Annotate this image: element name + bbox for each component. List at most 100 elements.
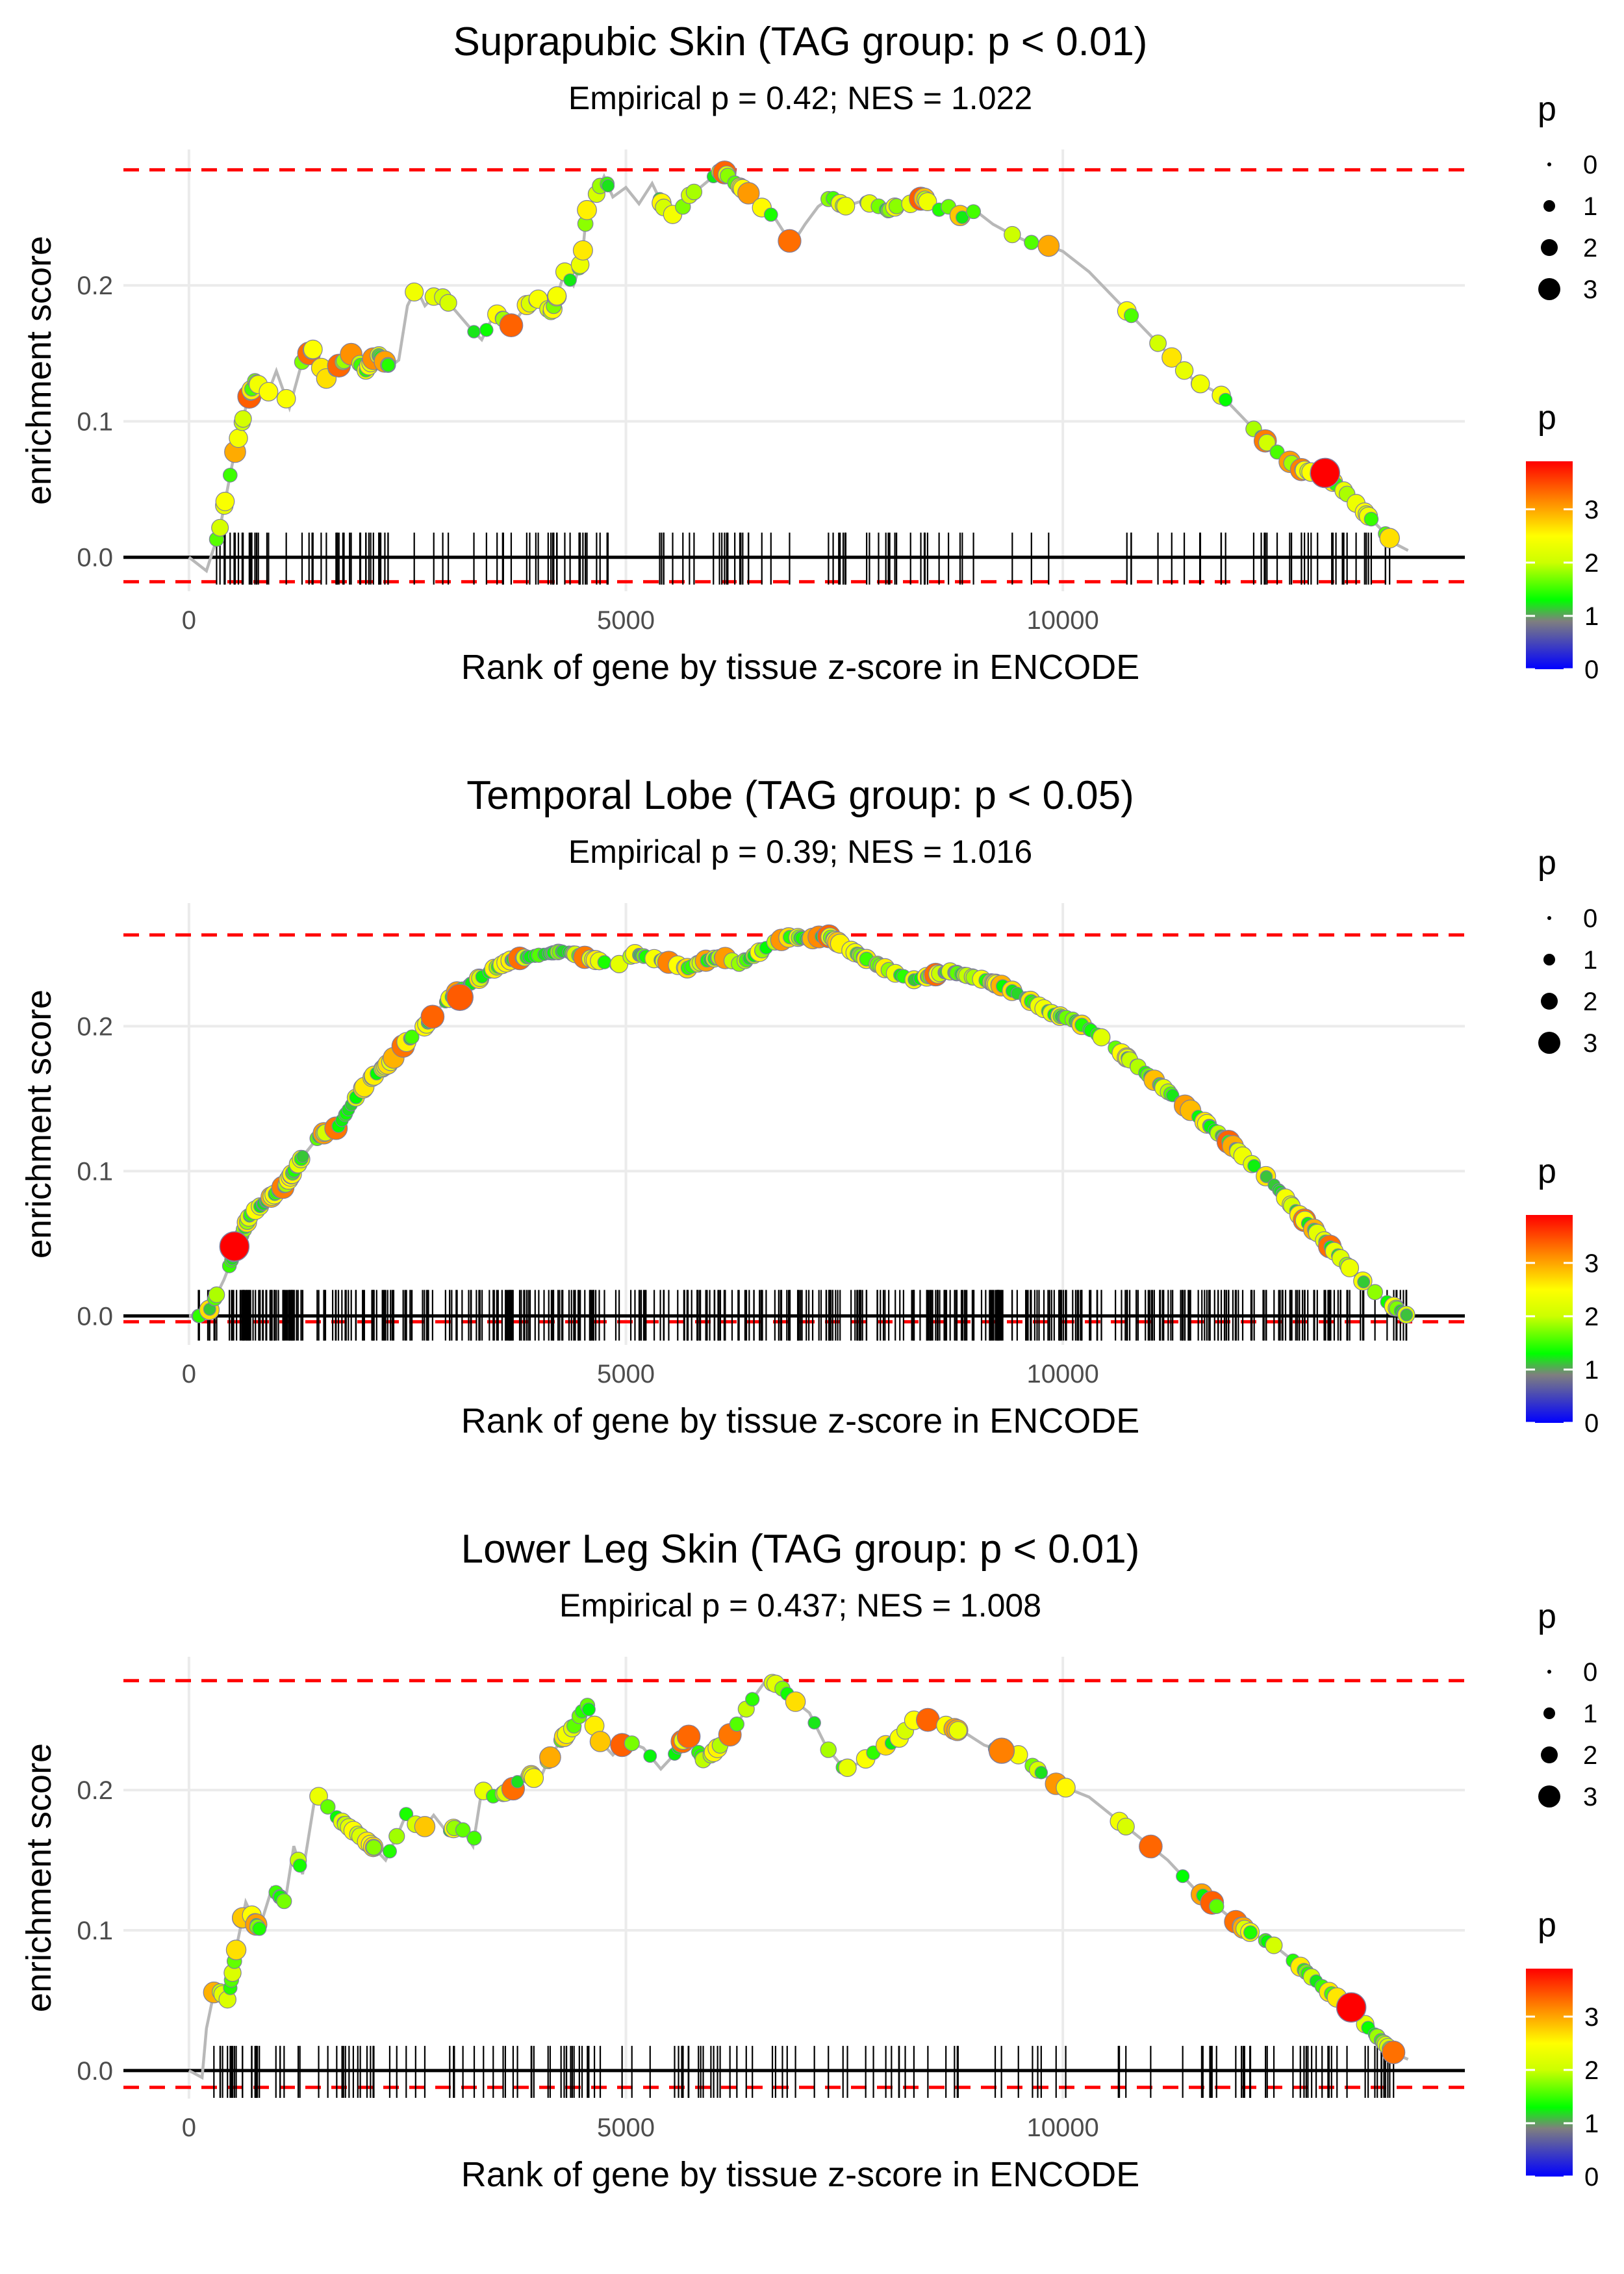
es-point [292,1858,307,1873]
es-point [676,1724,701,1748]
es-point [388,1828,405,1845]
es-point [948,1721,968,1740]
x-axis-title: Rank of gene by tissue z-score in ENCODE [461,648,1139,687]
size-legend-label: 1 [1583,192,1597,221]
color-legend-title: p [1538,399,1556,437]
size-legend-label: 3 [1583,275,1597,304]
x-tick-label: 0 [182,2114,196,2142]
es-point [547,286,567,306]
es-point [524,1768,544,1788]
es-point [763,207,778,222]
es-point [1379,528,1400,549]
y-axis-title: enrichment score [19,990,58,1258]
es-point-highlight [219,1231,250,1262]
es-point [597,955,612,969]
chart-title: Lower Leg Skin (TAG group: p < 0.01) [461,1527,1140,1572]
es-point [439,294,457,312]
size-legend-label: 2 [1583,234,1597,262]
es-point [1367,1284,1384,1301]
es-point [1037,235,1060,257]
es-point [729,1717,744,1732]
es-point [1139,1834,1163,1859]
chart-subtitle: Empirical p = 0.42; NES = 1.022 [568,80,1032,116]
es-point [1219,392,1233,407]
size-legend-title: p [1538,1598,1556,1635]
es-point [381,357,396,372]
size-legend: p0 1 2 3 [1538,90,1597,304]
x-tick-label: 10000 [1027,1360,1099,1388]
es-point [466,1830,482,1846]
es-point [303,339,323,359]
es-point [252,1921,267,1936]
size-legend-dot [1547,1670,1551,1674]
y-tick-label: 0.0 [77,544,113,572]
color-scale-label: 0 [1584,656,1599,684]
es-point [966,204,982,220]
es-point [222,467,238,483]
size-legend-label: 0 [1583,904,1597,933]
es-point [1265,1936,1283,1954]
es-point [296,1150,309,1163]
es-curve [188,1679,1409,2080]
es-point [745,1692,760,1707]
es-point [807,1716,821,1730]
color-scale-label: 2 [1584,2056,1599,2085]
size-legend: p0 1 2 3 [1538,844,1597,1058]
grid [123,1657,1465,2099]
color-legend: p 0 1 2 3 [1526,399,1599,684]
es-point [1092,1028,1111,1047]
chart-title: Temporal Lobe (TAG group: p < 0.05) [466,773,1134,818]
color-scale-label: 0 [1584,1409,1599,1438]
es-point [1260,1170,1273,1183]
size-legend-label: 1 [1583,1700,1597,1728]
es-points [191,924,1415,1324]
size-legend-dot [1541,993,1558,1010]
es-point [225,1939,247,1960]
x-tick-label: 10000 [1027,2114,1099,2142]
es-point [836,196,856,216]
size-legend-label: 1 [1583,946,1597,975]
color-scale-label: 1 [1584,602,1599,631]
y-tick-label: 0.1 [77,407,113,436]
es-point [1149,334,1167,352]
es-point [259,381,279,402]
x-tick-label: 5000 [597,2114,655,2142]
size-legend-dot [1547,162,1551,166]
size-legend-title: p [1538,844,1556,882]
color-legend-title: p [1538,1153,1556,1190]
es-point [956,211,969,224]
es-point [1258,433,1276,452]
es-point [420,1004,445,1029]
x-tick-label: 5000 [597,1360,655,1388]
x-tick-label: 5000 [597,606,655,635]
es-point [589,1731,611,1752]
size-legend-label: 3 [1583,1783,1597,1811]
color-scale-bar [1526,1969,1573,2177]
es-point [916,1707,940,1732]
es-points [209,160,1400,549]
color-scale-label: 2 [1584,549,1599,578]
x-tick-label: 0 [182,606,196,635]
y-tick-label: 0.0 [77,1302,113,1331]
es-point [309,1787,328,1806]
x-axis-title: Rank of gene by tissue z-score in ENCODE [461,2155,1139,2194]
es-point [1400,1309,1414,1322]
color-scale-label: 3 [1584,2003,1599,2032]
y-axis-title: enrichment score [19,236,58,505]
y-tick-label: 0.2 [77,1013,113,1041]
y-tick-label: 0.0 [77,2057,113,2086]
color-legend: p 0 1 2 3 [1526,1153,1599,1438]
y-tick-label: 0.2 [77,272,113,300]
color-scale-label: 3 [1584,496,1599,524]
es-point [382,1844,397,1859]
es-point [1004,225,1021,244]
color-scale-label: 2 [1584,1303,1599,1331]
color-scale-label: 0 [1584,2163,1599,2191]
es-point [1024,235,1039,250]
es-point [601,179,615,193]
chart-title: Suprapubic Skin (TAG group: p < 0.01) [453,19,1148,64]
es-point [479,323,494,337]
size-legend: p0 1 2 3 [1538,1598,1597,1811]
es-point [572,240,593,261]
es-point [581,1702,596,1717]
